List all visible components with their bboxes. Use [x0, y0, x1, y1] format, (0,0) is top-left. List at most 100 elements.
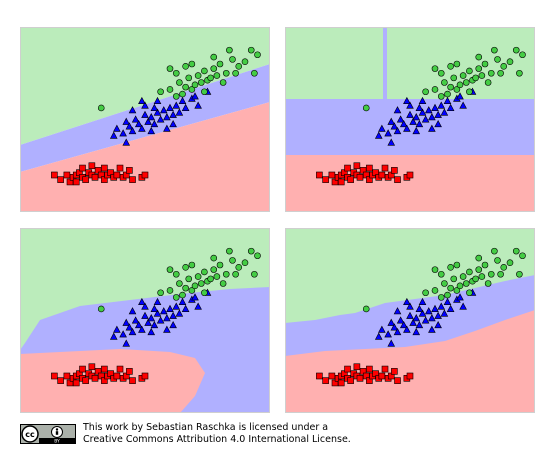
point-class2: [516, 270, 523, 278]
point-class2: [491, 247, 498, 255]
point-class1: [403, 297, 411, 305]
point-class1: [421, 316, 430, 324]
cc-badge-cc-text: cc: [25, 430, 35, 439]
point-class1: [138, 124, 146, 132]
license-line-1: This work by Sebastian Raschka is licens…: [83, 422, 329, 433]
point-class2: [188, 287, 196, 294]
point-class1: [374, 131, 383, 139]
point-class2: [247, 247, 255, 255]
point-class2: [201, 88, 208, 96]
point-class2: [229, 56, 236, 63]
point-class1: [403, 124, 411, 132]
point-class2: [172, 93, 180, 100]
point-class2: [506, 58, 514, 65]
point-class1: [406, 302, 414, 310]
subplot-bottom-right: [285, 228, 535, 413]
point-class2: [247, 46, 255, 54]
point-class1: [156, 115, 165, 123]
point-class1: [393, 327, 402, 336]
point-class1: [109, 332, 118, 340]
point-class2: [472, 275, 479, 283]
point-class1: [147, 327, 156, 336]
point-class0: [72, 178, 80, 186]
point-class0: [344, 365, 351, 373]
point-class0: [394, 377, 401, 384]
point-class2: [188, 86, 196, 93]
point-class2: [450, 74, 458, 82]
point-class1: [178, 297, 187, 305]
point-class1: [159, 106, 168, 114]
point-class0: [366, 164, 373, 172]
point-class2: [157, 88, 164, 96]
point-class2: [494, 56, 501, 63]
point-class2: [444, 90, 451, 98]
point-class0: [72, 379, 80, 387]
point-class0: [129, 176, 136, 183]
point-class0: [141, 372, 149, 380]
point-class2: [229, 257, 236, 264]
point-class2: [179, 90, 186, 98]
point-class2: [166, 266, 174, 273]
license-line-2[interactable]: Creative Commons Attribution 4.0 Interna…: [83, 434, 351, 445]
point-class2: [431, 86, 439, 93]
point-class1: [393, 307, 402, 315]
point-class2: [362, 104, 370, 112]
point-class2: [478, 273, 486, 280]
point-class2: [241, 259, 249, 266]
point-class2: [194, 273, 202, 280]
point-class1: [396, 316, 405, 324]
point-class2: [172, 294, 180, 301]
point-class1: [459, 101, 467, 109]
point-class1: [147, 314, 156, 322]
point-class2: [450, 275, 458, 283]
point-class2: [453, 287, 461, 294]
point-class1: [412, 113, 421, 121]
point-class1: [128, 106, 137, 114]
point-class2: [487, 69, 495, 77]
decision-regions-figure: [20, 27, 535, 413]
point-class1: [428, 113, 436, 121]
point-class2: [185, 275, 193, 283]
point-class0: [113, 171, 121, 179]
point-class1: [456, 92, 464, 100]
point-class1: [141, 302, 149, 310]
point-class1: [424, 307, 433, 315]
point-class0: [316, 171, 323, 179]
point-class2: [188, 60, 196, 68]
decision-regions: [20, 228, 270, 413]
point-class0: [406, 372, 414, 380]
point-class1: [396, 115, 405, 123]
decision-regions: [285, 27, 535, 212]
point-class1: [141, 110, 149, 118]
decision-region: [383, 27, 387, 99]
point-class1: [153, 108, 162, 116]
point-class2: [172, 69, 180, 77]
cc-by-badge[interactable]: cc BY: [20, 424, 76, 444]
point-class1: [156, 316, 165, 324]
point-class2: [466, 289, 473, 297]
point-class1: [390, 323, 399, 331]
point-class2: [182, 63, 189, 70]
point-class2: [462, 79, 470, 86]
point-class2: [484, 280, 492, 287]
point-class2: [188, 261, 196, 269]
point-class1: [153, 309, 162, 317]
point-class1: [403, 325, 411, 333]
point-class1: [412, 314, 421, 322]
point-class0: [82, 377, 89, 384]
point-class2: [475, 254, 483, 262]
point-class0: [101, 365, 108, 373]
point-class1: [138, 297, 146, 305]
point-class0: [353, 162, 361, 170]
point-class2: [422, 88, 429, 96]
point-class1: [434, 110, 442, 118]
point-class2: [166, 86, 174, 93]
point-class1: [163, 113, 171, 121]
point-class2: [437, 69, 445, 77]
point-class1: [415, 320, 424, 329]
point-class2: [494, 257, 501, 264]
point-class2: [213, 273, 221, 280]
point-class1: [446, 103, 455, 111]
point-class2: [431, 266, 439, 273]
point-class1: [406, 110, 414, 118]
